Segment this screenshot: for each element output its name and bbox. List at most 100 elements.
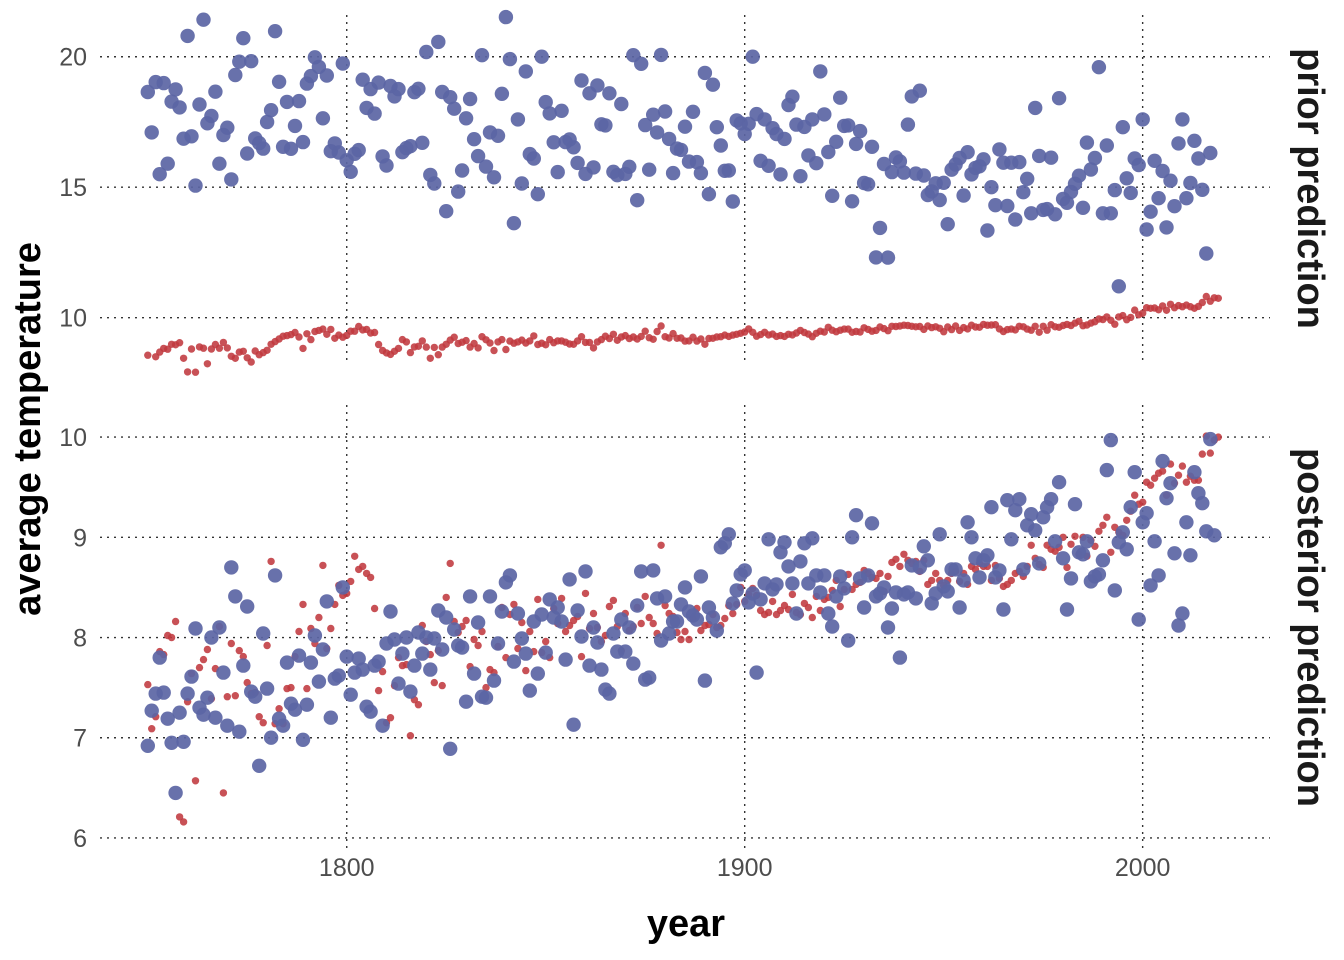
model-point [375,718,390,733]
model-point [1099,462,1115,478]
observed-point [657,541,665,549]
observed-point [378,667,387,676]
model-point [454,163,470,178]
observed-point [641,327,649,335]
model-point [502,51,518,67]
model-point [566,140,581,155]
model-point [880,250,896,265]
observed-point [502,345,510,354]
model-point [1047,207,1063,222]
strip-label-posterior: posterior prediction [1289,448,1331,807]
observed-point [609,596,618,605]
model-point [606,626,621,641]
model-point [932,527,947,542]
model-point [821,606,836,621]
model-point [363,704,378,719]
observed-point [542,341,550,349]
observed-point [287,683,295,692]
observed-point [581,589,590,598]
observed-point [438,681,446,690]
observed-point [215,344,224,352]
model-point [586,160,601,175]
observed-point [295,333,303,341]
model-point [745,49,760,64]
model-point [451,184,466,199]
model-point [693,569,709,584]
observed-point [1178,462,1187,470]
model-point [1159,220,1174,235]
observed-point [808,613,816,622]
model-point [630,193,645,208]
observed-point [191,777,200,785]
model-point [1115,120,1131,135]
model-point [530,666,545,681]
model-point [1083,162,1099,177]
model-point [1167,199,1182,214]
model-point [1019,171,1035,186]
model-point [514,631,529,646]
model-point [470,615,486,630]
model-point [809,156,824,171]
model-point [1195,182,1210,197]
model-point [156,685,171,700]
model-point [490,128,506,143]
model-point [379,158,394,173]
model-point [777,131,792,147]
observed-point [1146,481,1155,489]
model-point [1000,198,1015,214]
observed-point [231,354,239,362]
model-point [677,580,693,595]
model-point [343,164,358,179]
model-point [383,604,398,619]
model-point [220,718,235,733]
observed-point [932,569,940,578]
model-point [295,732,311,747]
model-point [550,164,565,180]
model-point [1032,556,1047,571]
model-point [1167,546,1182,561]
model-point [948,562,963,577]
model-point [427,631,442,646]
observed-point [1214,294,1223,302]
observed-point [446,559,454,568]
model-point [649,125,665,140]
observed-point [462,336,470,345]
model-point [960,145,975,160]
observed-point [175,813,184,821]
model-point [140,738,155,753]
observed-point [299,600,307,609]
observed-point [701,340,709,348]
model-point [478,159,494,174]
model-point [638,117,653,133]
model-point [299,697,315,712]
observed-point [685,635,693,644]
model-point [267,568,283,583]
model-point [542,106,557,121]
model-point [522,683,537,698]
model-point [295,134,311,150]
model-point [212,620,227,635]
model-point [1075,547,1091,562]
model-point [466,666,482,681]
observed-point [788,590,797,599]
model-point [1179,515,1194,530]
model-point [435,642,450,657]
model-point [626,656,641,671]
model-point [196,12,211,27]
model-point [884,601,900,616]
model-point [634,564,649,579]
model-point [1012,154,1027,170]
observed-point [1158,467,1167,475]
observed-point [721,614,729,623]
model-point [486,170,502,185]
model-point [1059,602,1075,617]
x-axis-title: year [647,903,725,945]
model-point [279,94,295,110]
model-point [1123,500,1138,515]
model-point [701,187,717,202]
y-tick-label: 7 [73,725,87,753]
observed-point [259,719,267,727]
model-point [1139,506,1154,521]
model-point [1063,571,1079,586]
model-point [1111,279,1127,294]
